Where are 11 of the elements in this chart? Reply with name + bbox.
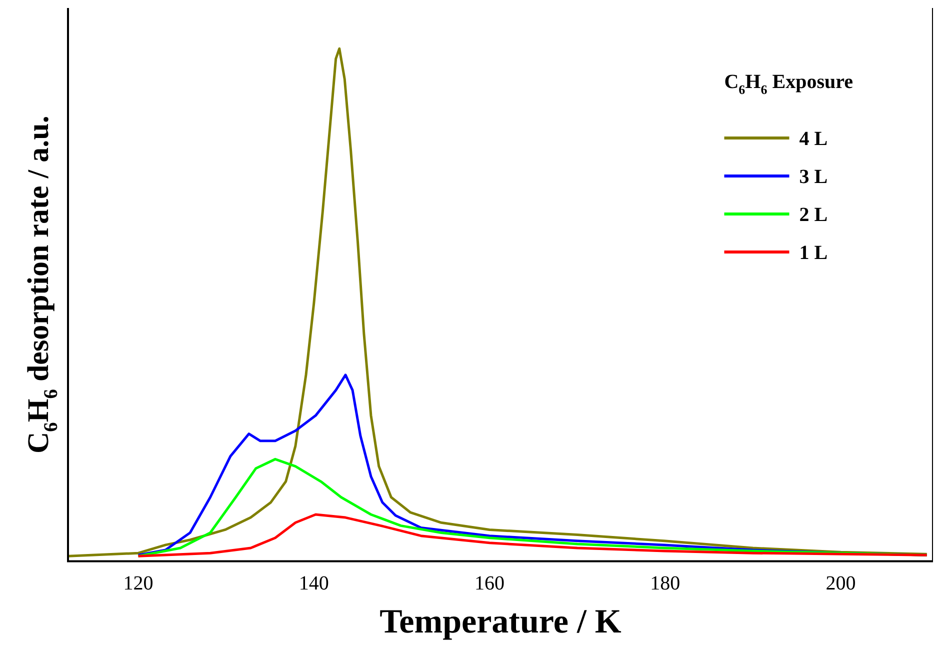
x-tick-label: 120	[123, 572, 154, 594]
x-tick-label: 180	[650, 572, 680, 594]
x-tick-label: 200	[826, 572, 856, 594]
legend-label: 2 L	[799, 204, 828, 226]
x-tick-label: 140	[298, 572, 329, 594]
x-axis-title: Temperature / K	[380, 603, 622, 640]
x-tick-label: 160	[474, 572, 505, 594]
legend-label: 4 L	[799, 128, 828, 150]
legend-label: 1 L	[799, 242, 828, 264]
y-axis-title: C6H6 desorption rate / a.u.	[22, 116, 62, 454]
legend-label: 3 L	[799, 166, 828, 188]
